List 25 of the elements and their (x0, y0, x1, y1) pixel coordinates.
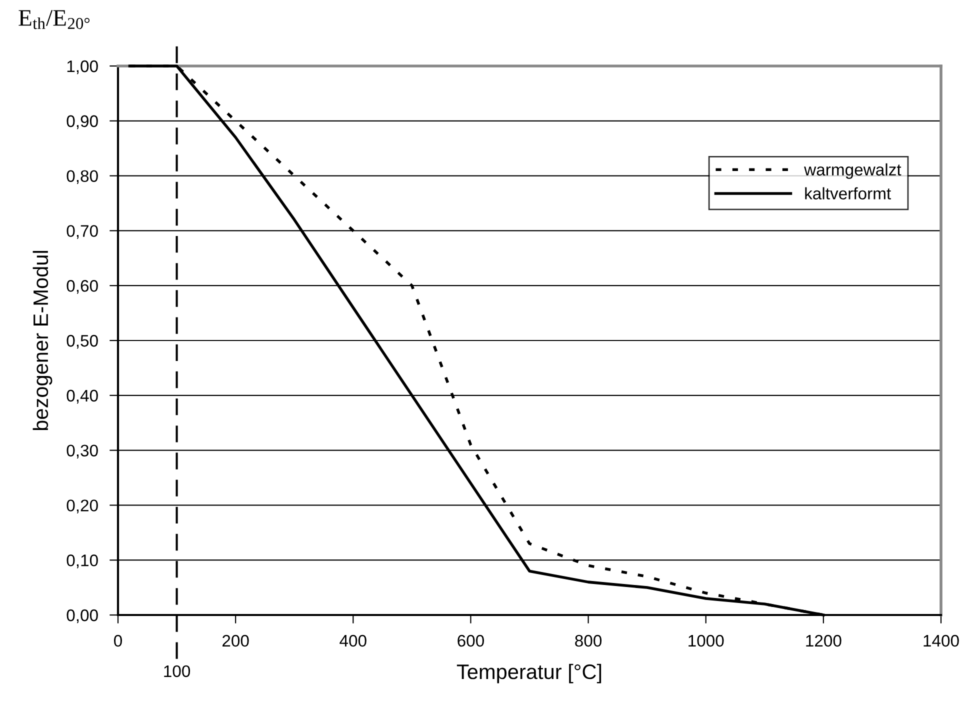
x-tick-label: 600 (458, 634, 484, 647)
y-tick-label: 0,30 (66, 444, 98, 458)
y-tick-label: 0,50 (66, 334, 98, 349)
y-tick-label: 0,40 (66, 390, 98, 404)
x-tick-label: 1400 (924, 634, 959, 647)
y-tick-label: 0,10 (66, 554, 98, 568)
ref-line-label: 100 (164, 665, 190, 678)
y-tick-label: 0,20 (66, 500, 98, 514)
legend-label: warmgewalzt (804, 163, 902, 179)
x-tick-label: 800 (575, 634, 602, 647)
legend-label: kaltverformt (805, 187, 891, 200)
x-tick-label: 1000 (688, 634, 724, 647)
x-tick-label: 0 (114, 634, 122, 647)
y-tick-label: 0,90 (66, 115, 98, 130)
x-tick-label: 1200 (806, 634, 842, 647)
y-tick-label: 0,80 (66, 170, 98, 184)
y-axis-title: bezogener E-Modul (32, 250, 52, 430)
y-tick-label: 1,00 (67, 60, 98, 74)
y-tick-label: 0,70 (66, 225, 98, 239)
text: E$_{th}$/E$_{20°}$ (18, 10, 90, 30)
y-tick-label: 0,00 (66, 609, 98, 624)
x-tick-label: 200 (222, 634, 249, 647)
x-tick-label: 400 (340, 634, 366, 647)
y-tick-label: 0,60 (66, 280, 98, 294)
x-axis-title: Temperatur [°C] (456, 664, 602, 684)
